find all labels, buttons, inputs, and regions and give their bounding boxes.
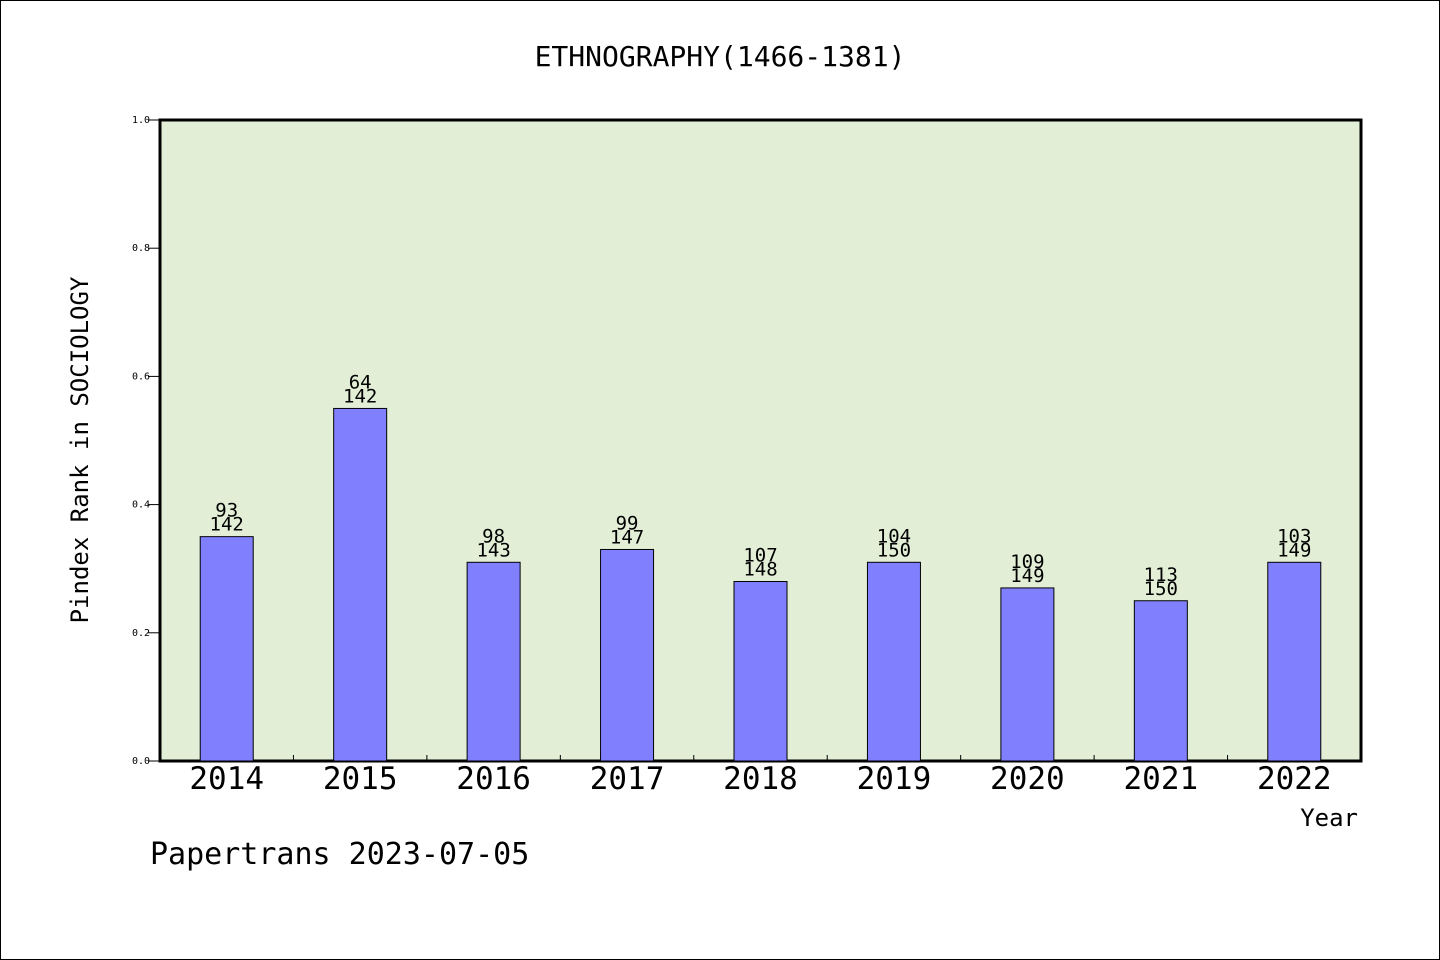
bar-2017 [600, 548, 655, 762]
x-tick-label: 2016 [456, 761, 531, 797]
x-tick-label: 2015 [323, 761, 398, 797]
bar-2015 [333, 407, 388, 762]
y-axis: 0.0 0.2 0.4 0.6 0.8 1.0 [132, 115, 160, 767]
bar-rank-label: 104 [877, 525, 911, 547]
bar-2019 [866, 561, 921, 762]
y-tick-label: 0.6 [132, 371, 150, 382]
bar-2021 [1133, 600, 1188, 762]
bar-rank-label: 109 [1010, 551, 1044, 573]
bar-total-label: 143 [476, 539, 510, 561]
y-tick-label: 0.2 [132, 628, 150, 639]
x-tick-label: 2014 [189, 761, 264, 797]
bar-total-label: 149 [1010, 565, 1044, 587]
bar-2022 [1267, 561, 1322, 762]
x-axis-label: Year [1300, 804, 1358, 832]
x-tick-label: 2017 [590, 761, 665, 797]
x-tick-label: 2020 [990, 761, 1065, 797]
bar-total-label: 148 [743, 559, 777, 581]
y-tick-label: 0.8 [132, 243, 150, 254]
bar-2018 [733, 581, 788, 762]
bar-total-label: 142 [343, 385, 377, 407]
x-tick-label: 2021 [1124, 761, 1199, 797]
bar-total-label: 150 [1144, 578, 1178, 600]
x-tick-label: 2018 [723, 761, 798, 797]
x-tick-label: 2019 [857, 761, 932, 797]
bar-rank-label: 98 [482, 525, 505, 547]
y-tick-label: 1.0 [132, 115, 150, 126]
bar-total-label: 142 [210, 514, 244, 536]
bar-rank-label: 103 [1277, 525, 1311, 547]
bar-2014 [199, 536, 254, 762]
bar-2020 [1000, 587, 1055, 762]
bar-rank-label: 107 [743, 545, 777, 567]
y-axis-label: Pindex Rank in SOCIOLOGY [66, 276, 94, 623]
bar-total-label: 147 [610, 526, 644, 548]
bar-rank-label: 113 [1144, 564, 1178, 586]
y-tick-label: 0.0 [132, 756, 150, 767]
bar-total-label: 150 [877, 539, 911, 561]
footer-credit: Papertrans 2023-07-05 [150, 837, 529, 872]
bar-rank-label: 93 [215, 500, 238, 522]
bar-rank-label: 64 [349, 371, 372, 393]
x-tick-label: 2022 [1257, 761, 1332, 797]
bar-2016 [466, 561, 521, 762]
bar-total-label: 149 [1277, 539, 1311, 561]
chart-title: ETHNOGRAPHY(1466-1381) [535, 40, 906, 73]
x-axis: 2014 2015 2016 2017 2018 2019 2020 2021 2022 [189, 755, 1332, 797]
y-tick-label: 0.4 [132, 500, 150, 511]
bar-rank-label: 99 [616, 512, 639, 534]
